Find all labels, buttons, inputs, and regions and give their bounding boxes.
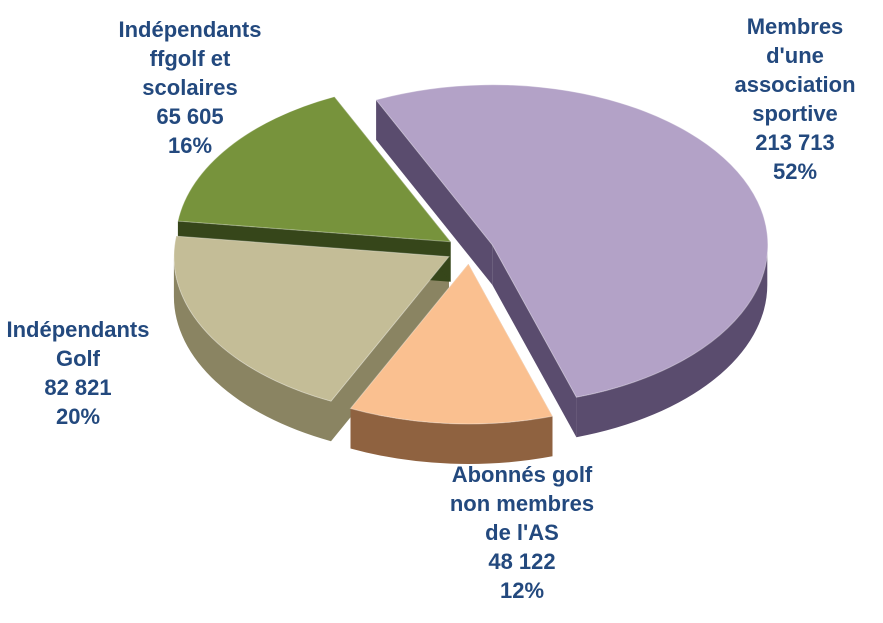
slice-label: Membres d'une association sportive 213 71…	[665, 12, 883, 186]
slice-top	[375, 84, 769, 398]
slice-label: Indépendants Golf 82 821 20%	[0, 315, 208, 431]
slice-side	[350, 408, 553, 464]
percent-label: 20%	[55, 404, 101, 429]
category-label: Abonnés golf non membres de l'AS	[449, 462, 595, 545]
slice-side	[173, 256, 331, 442]
category-label: Membres d'une association sportive	[734, 14, 856, 126]
slice-side	[576, 244, 768, 438]
slice-top	[177, 96, 452, 243]
count-label: 65 605	[156, 104, 224, 129]
slice-cut-face	[492, 244, 577, 438]
slice-cut-face	[376, 99, 493, 285]
percent-label: 12%	[499, 578, 545, 603]
slice-label: Abonnés golf non membres de l'AS 48 122 12…	[392, 460, 652, 605]
slice-cut-face	[331, 256, 449, 442]
slice-label: Indépendants ffgolf et scolaires 65 605 16…	[60, 15, 320, 160]
count-label: 48 122	[488, 549, 556, 574]
category-label: Indépendants Golf	[6, 317, 150, 371]
percent-label: 52%	[772, 159, 818, 184]
count-label: 213 713	[755, 130, 835, 155]
percent-label: 16%	[167, 133, 213, 158]
category-label: Indépendants ffgolf et scolaires	[118, 17, 262, 100]
slice-top	[349, 263, 554, 425]
count-label: 82 821	[44, 375, 112, 400]
slice-top	[173, 235, 450, 402]
